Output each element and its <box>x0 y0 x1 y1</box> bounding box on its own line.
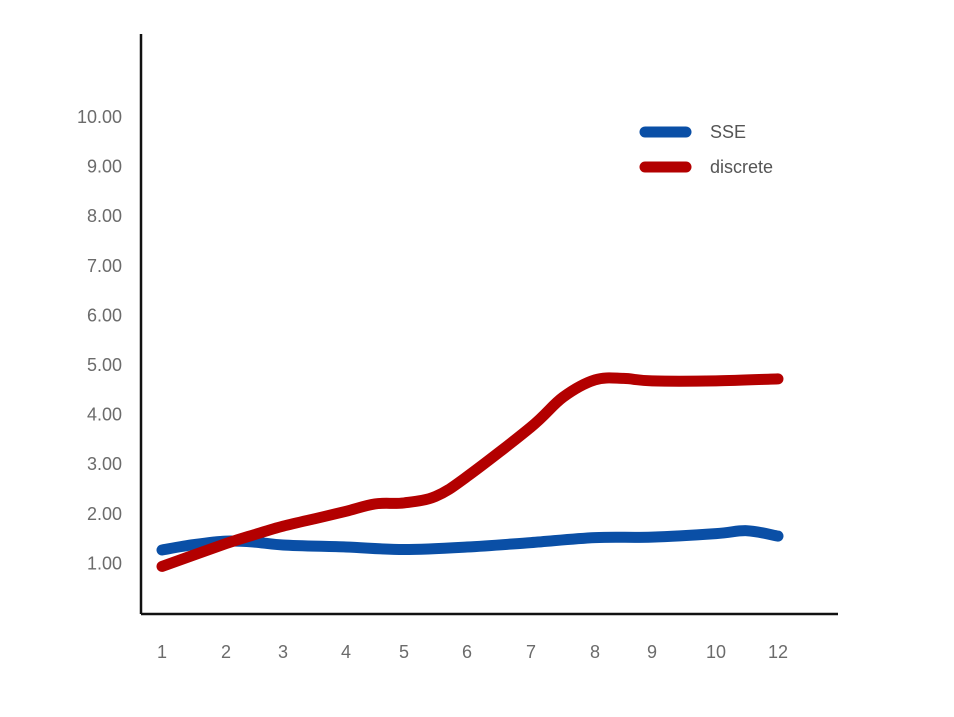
x-tick-label: 9 <box>647 642 657 662</box>
x-tick-labels: 1 2 3 4 5 6 7 8 9 10 12 <box>157 642 788 662</box>
x-tick-label: 5 <box>399 642 409 662</box>
y-tick-label: 6.00 <box>87 305 122 325</box>
y-tick-label: 4.00 <box>87 405 122 425</box>
y-tick-label: 3.00 <box>87 454 122 474</box>
legend-label: discrete <box>710 157 773 177</box>
x-tick-label: 8 <box>590 642 600 662</box>
legend-label: SSE <box>710 122 746 142</box>
x-tick-label: 3 <box>278 642 288 662</box>
x-tick-label: 2 <box>221 642 231 662</box>
series-line-discrete <box>156 372 784 572</box>
x-tick-label: 6 <box>462 642 472 662</box>
y-tick-label: 7.00 <box>87 256 122 276</box>
y-tick-label: 2.00 <box>87 504 122 524</box>
y-tick-label: 9.00 <box>87 157 122 177</box>
legend: SSE discrete <box>639 122 773 177</box>
y-tick-label: 1.00 <box>87 553 122 573</box>
y-tick-label: 5.00 <box>87 355 122 375</box>
x-tick-label: 7 <box>526 642 536 662</box>
x-tick-label: 10 <box>706 642 726 662</box>
x-tick-label: 4 <box>341 642 351 662</box>
y-tick-labels: 1.00 2.00 3.00 4.00 5.00 6.00 7.00 8.00 9.00 10.0… <box>77 107 122 573</box>
x-tick-label: 1 <box>157 642 167 662</box>
series-lines <box>156 372 784 572</box>
y-tick-label: 8.00 <box>87 206 122 226</box>
x-tick-label: 12 <box>768 642 788 662</box>
y-tick-label: 10.00 <box>77 107 122 127</box>
axes <box>139 34 838 616</box>
